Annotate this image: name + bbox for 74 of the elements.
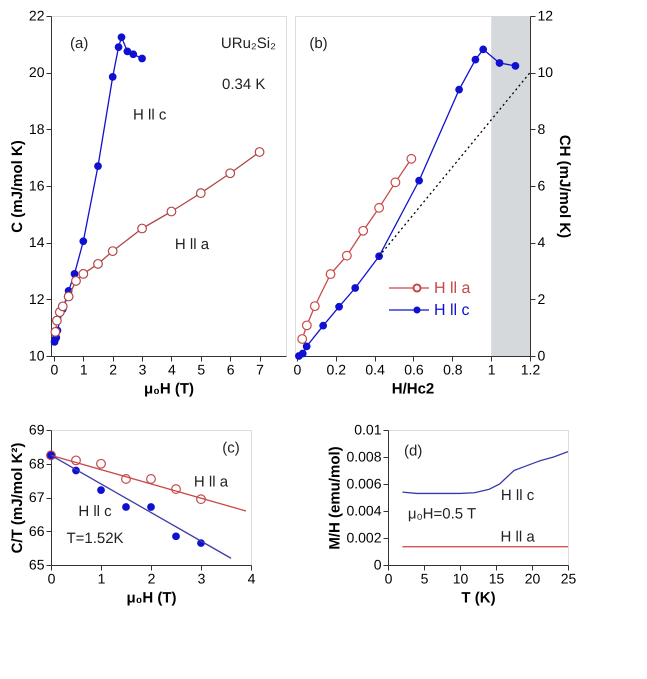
y-tick-label: 6 <box>538 178 546 194</box>
annotation: (d) <box>404 442 422 460</box>
x-tick-label: 0.4 <box>365 362 386 378</box>
y-tick-label: 0.01 <box>354 422 382 438</box>
y-tick-label: 12 <box>28 290 45 307</box>
x-tick-label: 0 <box>384 570 393 586</box>
legend-label: H ll c <box>434 302 470 319</box>
x-tick-label: 0.2 <box>326 362 346 378</box>
x-axis-title: T (K) <box>461 590 496 606</box>
y-axis-title: C (mJ/mol K) <box>8 140 26 233</box>
x-axis-title: H/Hc2 <box>392 380 434 398</box>
y-tick-label: 65 <box>28 556 45 572</box>
y-tick-label: 10 <box>28 348 45 364</box>
y-tick-label: 0.002 <box>346 530 382 546</box>
y-tick-label: 67 <box>28 489 45 505</box>
y-tick-label: 10 <box>538 64 554 80</box>
x-tick-label: 7 <box>256 362 264 378</box>
x-tick-label: 2 <box>109 362 118 378</box>
series-label: H ll c <box>500 486 535 504</box>
x-tick-label: 0.6 <box>404 362 424 378</box>
y-tick-label: 69 <box>28 422 45 438</box>
x-tick-label: 2 <box>148 570 156 586</box>
x-tick-label: 6 <box>226 362 235 378</box>
x-tick-label: 0 <box>294 362 302 378</box>
y-tick-label: 8 <box>538 120 546 137</box>
y-tick-label: 0.008 <box>346 448 382 464</box>
x-tick-label: 1.2 <box>520 362 540 378</box>
y-axis-title: C/T (mJ/mol K²) <box>8 442 26 554</box>
y-tick-label: 66 <box>28 522 45 539</box>
annotation: (a) <box>70 35 88 52</box>
series-label: H ll a <box>194 473 229 490</box>
x-tick-label: 4 <box>168 362 176 378</box>
x-tick-label: 5 <box>197 362 206 378</box>
annotation: μ₀H=0.5 T <box>408 506 476 523</box>
x-tick-label: 5 <box>420 570 429 586</box>
x-axis-title: μ₀H (T) <box>126 590 177 606</box>
series-label: H ll a <box>174 236 210 253</box>
annotation: T=1.52K <box>66 530 124 547</box>
annotation: 0.34 K <box>222 76 266 93</box>
x-tick-label: 25 <box>560 570 576 586</box>
y-tick-label: 20 <box>28 64 45 80</box>
y-tick-label: 18 <box>28 120 45 137</box>
y-tick-label: 0 <box>374 556 382 572</box>
x-tick-label: 3 <box>138 362 147 378</box>
y-tick-label: 0 <box>538 348 546 364</box>
annotation: (c) <box>222 440 240 457</box>
x-tick-label: 15 <box>488 570 504 586</box>
y-tick-label: 12 <box>538 8 554 24</box>
annotation: (b) <box>309 35 328 52</box>
y-tick-label: 4 <box>538 234 546 250</box>
series-label: H ll a <box>500 528 536 546</box>
x-tick-label: 4 <box>248 570 256 586</box>
x-tick-label: 1 <box>488 362 496 378</box>
y-tick-label: 0.004 <box>346 502 382 518</box>
x-tick-label: 0 <box>50 362 59 378</box>
y-tick-label: 14 <box>28 234 45 250</box>
x-tick-label: 1 <box>98 570 106 586</box>
annotation: URu₂Si₂ <box>220 35 276 52</box>
y-axis-title: CH (mJ/mol K) <box>556 134 574 238</box>
series-label: H ll c <box>78 503 112 520</box>
y-tick-label: 16 <box>28 178 45 194</box>
x-tick-label: 0.8 <box>443 362 463 378</box>
x-tick-label: 0 <box>48 570 56 586</box>
legend-label: H ll a <box>434 280 471 297</box>
x-tick-label: 1 <box>80 362 88 378</box>
y-axis-title: M/H (emu/mol) <box>326 446 344 550</box>
series-label: H ll c <box>133 106 167 124</box>
x-axis-title: μ₀H (T) <box>144 380 194 398</box>
y-tick-label: 2 <box>538 290 546 307</box>
y-tick-label: 68 <box>28 455 45 472</box>
y-tick-label: 0.006 <box>346 476 382 492</box>
x-tick-label: 10 <box>452 570 468 586</box>
x-tick-label: 3 <box>198 570 206 586</box>
y-tick-label: 22 <box>28 8 45 24</box>
